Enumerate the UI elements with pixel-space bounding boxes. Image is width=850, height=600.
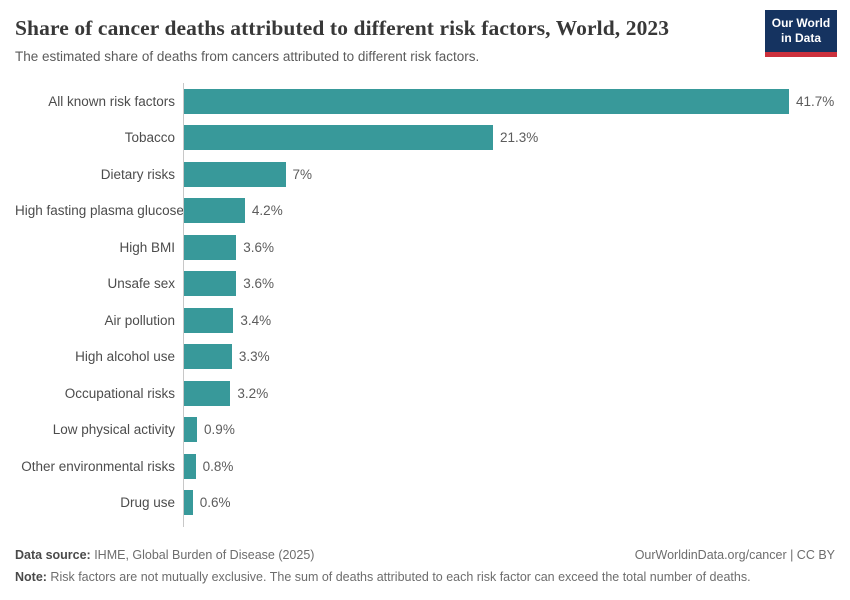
chart-row: Low physical activity 0.9% — [15, 411, 835, 448]
chart-row: High alcohol use 3.3% — [15, 338, 835, 375]
owid-logo-line1: Our World — [771, 16, 831, 30]
value-label: 3.6% — [243, 276, 274, 292]
note-label: Note: — [15, 569, 47, 584]
value-label: 0.8% — [202, 458, 234, 474]
chart-row: Occupational risks 3.2% — [15, 375, 835, 412]
bar-chart: All known risk factors 41.7% Tobacco 21.3% D… — [15, 83, 835, 521]
axis-line-tail — [183, 521, 835, 527]
bar[interactable] — [184, 271, 237, 297]
category-label: All known risk factors — [48, 93, 175, 109]
bar[interactable] — [184, 490, 193, 516]
category-label: Occupational risks — [64, 385, 175, 401]
category-label: Tobacco — [124, 130, 175, 146]
chart-row: High fasting plasma glucose 4.2% — [15, 192, 835, 229]
bar[interactable] — [184, 417, 198, 443]
page-title: Share of cancer deaths attributed to dif… — [15, 16, 670, 40]
value-label: 3.3% — [238, 349, 270, 365]
bar-track: 3.4% — [183, 302, 835, 339]
category-label: High fasting plasma glucose — [15, 203, 184, 219]
note-value: Risk factors are not mutually exclusive.… — [46, 569, 751, 584]
bar-track: 3.6% — [183, 229, 835, 266]
chart-row: Tobacco 21.3% — [15, 119, 835, 156]
bar-track: 21.3% — [183, 119, 835, 156]
bar[interactable] — [184, 198, 245, 224]
category-label: Air pollution — [104, 312, 175, 328]
bar-track: 41.7% — [183, 83, 835, 120]
bar[interactable] — [184, 125, 494, 151]
chart-row: Air pollution 3.4% — [15, 302, 835, 339]
value-label: 0.9% — [204, 422, 235, 438]
data-source-value: IHME, Global Burden of Disease (2025) — [90, 548, 315, 562]
bar-track: 3.3% — [183, 338, 835, 375]
bar-track: 0.8% — [183, 448, 835, 485]
chart-row: Dietary risks 7% — [15, 156, 835, 193]
category-label: High BMI — [119, 239, 175, 255]
value-label: 21.3% — [500, 130, 539, 146]
chart-row: All known risk factors 41.7% — [15, 83, 835, 120]
category-label: Dietary risks — [100, 166, 175, 182]
category-label: Low physical activity — [52, 422, 175, 438]
bar[interactable] — [184, 88, 789, 114]
value-label: 3.2% — [237, 385, 269, 401]
chart-footer: Data source: IHME, Global Burden of Dise… — [15, 546, 835, 587]
owid-logo-line2: in Data — [780, 31, 821, 45]
chart-row: Drug use 0.6% — [15, 484, 835, 521]
value-label: 3.6% — [243, 239, 274, 255]
bar[interactable] — [184, 234, 237, 260]
bar-track: 7% — [183, 156, 835, 193]
value-label: 7% — [292, 166, 313, 182]
category-label: Other environmental risks — [21, 458, 175, 474]
bar[interactable] — [184, 161, 286, 187]
value-label: 41.7% — [796, 93, 835, 109]
value-label: 4.2% — [251, 203, 283, 219]
chart-row: Unsafe sex 3.6% — [15, 265, 835, 302]
chart-row: Other environmental risks 0.8% — [15, 448, 835, 485]
owid-logo[interactable]: Our World in Data — [765, 10, 837, 57]
data-source-label: Data source: — [15, 548, 91, 562]
bar[interactable] — [184, 380, 231, 406]
chart-note: Note: Risk factors are not mutually excl… — [15, 568, 835, 587]
value-label: 0.6% — [199, 495, 231, 511]
bar-track: 3.6% — [183, 265, 835, 302]
owid-cancer-link[interactable]: OurWorldinData.org/cancer | CC BY — [634, 548, 835, 562]
bar-track: 0.6% — [183, 484, 835, 521]
category-label: Unsafe sex — [107, 276, 175, 292]
bar[interactable] — [184, 344, 232, 370]
data-source: Data source: IHME, Global Burden of Dise… — [15, 546, 314, 565]
bar-track: 0.9% — [183, 411, 835, 448]
chart-subtitle: The estimated share of deaths from cance… — [15, 49, 480, 64]
bar[interactable] — [184, 453, 196, 479]
chart-row: High BMI 3.6% — [15, 229, 835, 266]
category-label: Drug use — [120, 495, 175, 511]
bar-track: 4.2% — [183, 192, 835, 229]
category-label: High alcohol use — [75, 349, 175, 365]
value-label: 3.4% — [240, 312, 272, 328]
bar-track: 3.2% — [183, 375, 835, 412]
bar[interactable] — [184, 307, 234, 333]
